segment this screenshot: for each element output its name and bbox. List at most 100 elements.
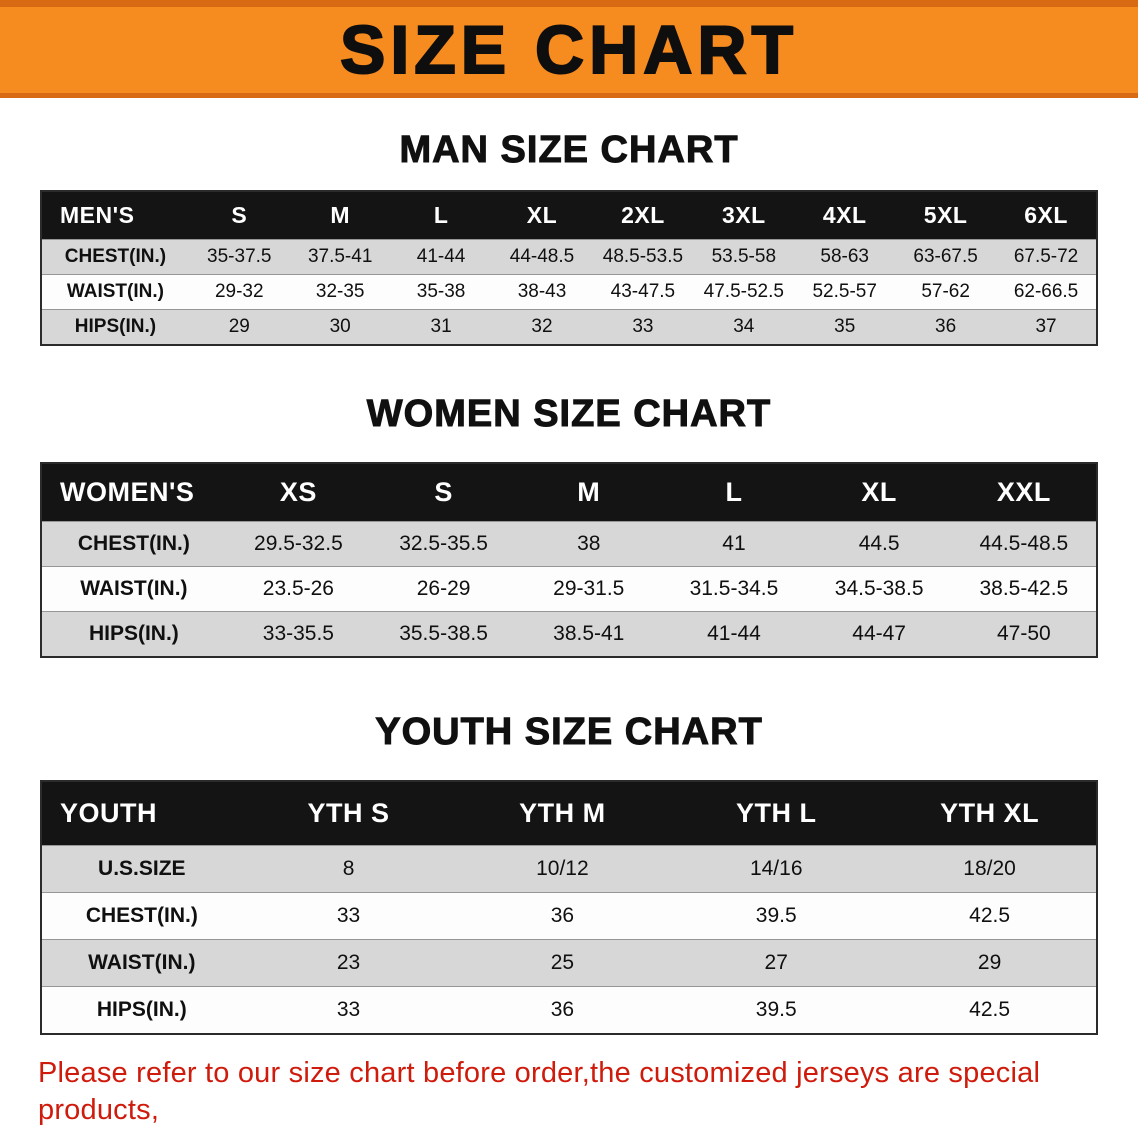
- size-column-header: YTH M: [519, 798, 606, 828]
- table-cell: 44-47: [852, 622, 906, 645]
- table-cell: 57-62: [921, 281, 970, 302]
- women-section-heading: WOMEN SIZE CHART: [366, 393, 772, 436]
- table-header-row: MEN'S S M L XL 2XL 3XL 4XL 5XL 6XL: [41, 191, 1097, 240]
- table-cell: 47-50: [997, 622, 1051, 645]
- table-cell: 29: [977, 951, 1002, 974]
- table-cell: 44.5: [858, 532, 900, 555]
- youth-size-section: YOUTH SIZE CHART YOUTH YTH S YTH M YTH L YTH…: [0, 710, 1138, 1035]
- row-label: HIPS(IN.): [74, 316, 157, 337]
- youth-size-table: YOUTH YTH S YTH M YTH L YTH XL U.S.SIZE 8 10/12…: [40, 780, 1098, 1035]
- table-cell: 41-44: [416, 246, 466, 267]
- table-cell: 32.5-35.5: [399, 532, 488, 555]
- table-cell: 34: [733, 316, 755, 337]
- row-label: WAIST(IN.): [66, 281, 164, 302]
- table-cell: 44.5-48.5: [979, 532, 1069, 555]
- table-cell: 48.5-53.5: [602, 246, 684, 267]
- table-cell: 18/20: [963, 857, 1016, 880]
- table-cell: 10/12: [536, 857, 589, 880]
- size-table: WOMEN'S XS S M L XL XXL CHEST(IN.) 29.5-32.5 32.5…: [40, 462, 1098, 658]
- table-cell: 31: [430, 316, 452, 337]
- row-label: U.S.SIZE: [98, 857, 186, 880]
- size-table: MEN'S S M L XL 2XL 3XL 4XL 5XL 6XL CHEST(IN.) 35-37…: [40, 190, 1098, 346]
- size-column-header: 2XL: [621, 202, 665, 228]
- table-cell: 42.5: [969, 998, 1011, 1021]
- size-column-header: S: [434, 477, 453, 507]
- size-column-header: YTH L: [735, 798, 817, 828]
- table-cell: 29: [228, 316, 250, 337]
- size-column-header: 4XL: [822, 202, 867, 228]
- table-cell: 35-37.5: [207, 246, 272, 267]
- row-label: CHEST(IN.): [64, 246, 167, 267]
- table-cell: 36: [935, 316, 957, 337]
- youth-section-heading: YOUTH SIZE CHART: [375, 711, 763, 754]
- table-cell: 25: [550, 951, 575, 974]
- table-cell: 62-66.5: [1013, 281, 1079, 302]
- table-cell: 43-47.5: [610, 281, 676, 302]
- size-column-header: XL: [861, 477, 897, 507]
- table-cell: 38: [577, 532, 601, 555]
- page-title: SIZE CHART: [339, 12, 798, 88]
- row-label: CHEST(IN.): [85, 904, 198, 927]
- size-chart-banner: SIZE CHART: [0, 0, 1138, 98]
- table-cell: 52.5-57: [812, 281, 877, 302]
- table-cell: 39.5: [755, 998, 797, 1021]
- size-column-header: 3XL: [721, 202, 766, 228]
- table-row: HIPS(IN.) 29 30 31 32 33 34 35 36 37: [41, 309, 1097, 345]
- size-column-header: M: [330, 202, 351, 228]
- size-table: YOUTH YTH S YTH M YTH L YTH XL U.S.SIZE 8 10/12…: [40, 780, 1098, 1035]
- table-cell: 47.5-52.5: [703, 281, 784, 302]
- table-cell: 53.5-58: [711, 246, 777, 267]
- table-cell: 32: [531, 316, 553, 337]
- table-row: HIPS(IN.) 33 36 39.5 42.5: [41, 986, 1097, 1034]
- table-cell: 58-63: [820, 246, 870, 267]
- table-cell: 35: [834, 316, 856, 337]
- size-column-header: M: [577, 477, 601, 507]
- table-cell: 32-35: [315, 281, 365, 302]
- table-cell: 30: [329, 316, 351, 337]
- table-cell: 33: [632, 316, 654, 337]
- table-cell: 23.5-26: [262, 577, 334, 600]
- table-cell: 39.5: [755, 904, 797, 927]
- table-corner-header: WOMEN'S: [60, 477, 195, 507]
- table-cell: 42.5: [969, 904, 1011, 927]
- size-column-header: L: [433, 202, 449, 228]
- size-column-header: XS: [279, 477, 317, 507]
- table-cell: 33: [336, 904, 361, 927]
- men-section-heading: MAN SIZE CHART: [399, 129, 739, 172]
- table-row: CHEST(IN.) 29.5-32.5 32.5-35.5 38 41 44.5 44.5…: [41, 521, 1097, 567]
- table-cell: 38.5-41: [553, 622, 625, 645]
- size-chart-content: MAN SIZE CHART MEN'S S M L XL 2XL 3XL 4XL 5XL 6XL…: [0, 128, 1138, 1132]
- table-cell: 31.5-34.5: [689, 577, 779, 600]
- table-row: HIPS(IN.) 33-35.5 35.5-38.5 38.5-41 41-44 44-…: [41, 611, 1097, 657]
- table-cell: 35.5-38.5: [399, 622, 488, 645]
- table-row: WAIST(IN.) 29-32 32-35 35-38 38-43 43-47.5 47.…: [41, 274, 1097, 310]
- size-column-header: 5XL: [923, 202, 968, 228]
- size-column-header: S: [231, 202, 248, 228]
- size-column-header: YTH S: [307, 798, 390, 828]
- table-cell: 33-35.5: [262, 622, 334, 645]
- table-cell: 63-67.5: [913, 246, 978, 267]
- table-cell: 38.5-42.5: [979, 577, 1069, 600]
- row-label: CHEST(IN.): [77, 532, 190, 555]
- table-cell: 35-38: [416, 281, 466, 302]
- women-size-section: WOMEN SIZE CHART WOMEN'S XS S M L XL XXL CHEST(…: [0, 392, 1138, 658]
- table-cell: 33: [336, 998, 361, 1021]
- row-label: WAIST(IN.): [80, 577, 188, 600]
- disclaimer-line-1: Please refer to our size chart before or…: [38, 1057, 1041, 1126]
- table-cell: 67.5-72: [1013, 246, 1079, 267]
- table-cell: 8: [342, 857, 355, 880]
- row-label: HIPS(IN.): [88, 622, 179, 645]
- size-column-header: 6XL: [1024, 202, 1068, 228]
- table-row: CHEST(IN.) 35-37.5 37.5-41 41-44 44-48.5 48.5…: [41, 239, 1097, 275]
- size-column-header: L: [725, 477, 743, 507]
- men-size-table: MEN'S S M L XL 2XL 3XL 4XL 5XL 6XL CHEST(IN.) 35-37…: [40, 190, 1098, 346]
- table-corner-header: MEN'S: [60, 202, 135, 228]
- table-cell: 38-43: [517, 281, 567, 302]
- size-column-header: XL: [526, 202, 558, 228]
- table-cell: 27: [764, 951, 788, 974]
- table-row: WAIST(IN.) 23.5-26 26-29 29-31.5 31.5-34.5 34…: [41, 566, 1097, 612]
- table-cell: 29.5-32.5: [254, 532, 343, 555]
- table-header-row: WOMEN'S XS S M L XL XXL: [41, 463, 1097, 522]
- table-row: WAIST(IN.) 23 25 27 29: [41, 939, 1097, 987]
- table-corner-header: YOUTH: [60, 798, 157, 828]
